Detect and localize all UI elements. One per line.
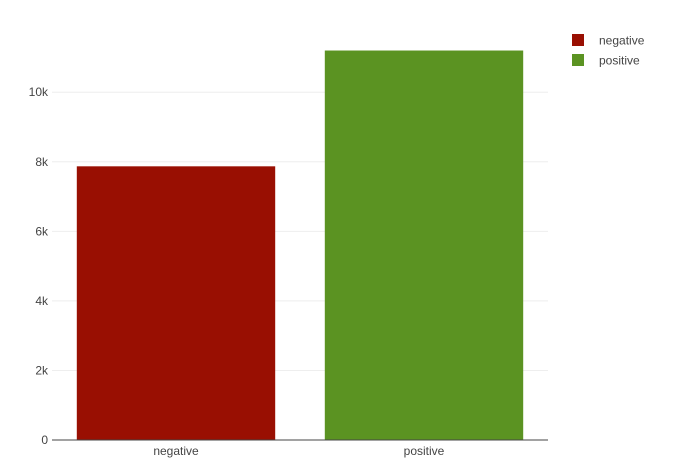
legend[interactable]: negative positive — [572, 34, 645, 68]
y-tick-label: 6k — [35, 224, 49, 238]
y-tick-label: 10k — [29, 85, 49, 99]
x-tick-label: negative — [153, 444, 199, 458]
bar-negative[interactable] — [76, 166, 276, 440]
x-tick-label: positive — [404, 444, 445, 458]
legend-swatch — [572, 54, 584, 66]
y-tick-label: 0 — [41, 433, 48, 447]
legend-label: positive — [599, 54, 640, 68]
legend-item-negative[interactable]: negative — [572, 34, 645, 48]
y-tick-label: 4k — [35, 294, 49, 308]
legend-label: negative — [599, 34, 645, 48]
axes: 0 2k 4k 6k 8k 10k negative positive — [29, 85, 548, 458]
y-tick-label: 2k — [35, 363, 49, 377]
bar-positive[interactable] — [324, 50, 524, 440]
y-tick-label: 8k — [35, 155, 49, 169]
legend-item-positive[interactable]: positive — [572, 54, 640, 68]
legend-swatch — [572, 34, 584, 46]
bars — [76, 50, 524, 440]
